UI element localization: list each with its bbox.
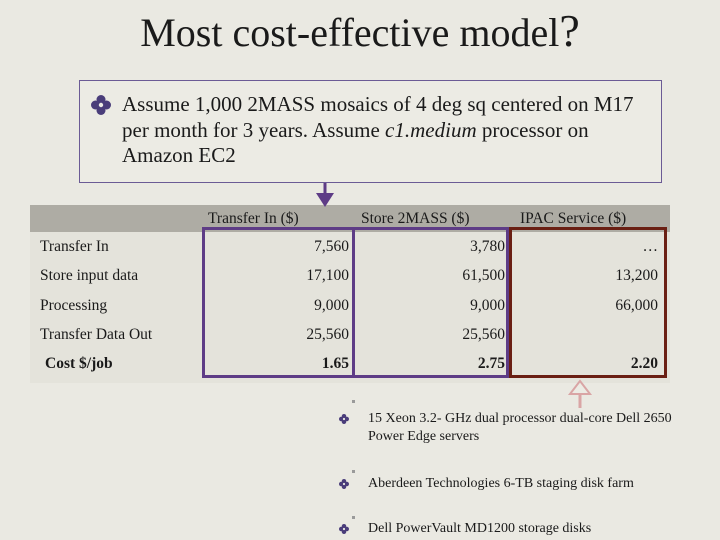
cell-cost-per-job-col3: 2.20 <box>630 355 658 372</box>
row-label-store-input: Store input data <box>40 267 139 284</box>
cell-cost-per-job-col2: 2.75 <box>477 355 505 372</box>
assumption-callout: Assume 1,000 2MASS mosaics of 4 deg sq c… <box>79 80 662 183</box>
header-transfer-in: Transfer In ($) <box>208 210 299 227</box>
down-arrow-icon <box>316 183 334 207</box>
diamond-bullet-icon <box>339 524 349 534</box>
title-text: Most cost-effective model <box>140 10 560 55</box>
assumption-text-start: Assume 1,000 2MASS mosaics of 4 deg sq c… <box>122 92 634 142</box>
cell-cost-per-job-col1: 1.65 <box>321 355 349 372</box>
cell-store-input-col2: 61,500 <box>462 267 505 284</box>
ipac-highlight-box <box>509 227 667 378</box>
up-arrow-icon <box>567 379 593 408</box>
separator-dot <box>352 400 355 403</box>
server-list-item-2: Aberdeen Technologies 6-TB staging disk … <box>368 476 634 491</box>
amazon-highlight-box <box>202 227 509 378</box>
header-store-2mass: Store 2MASS ($) <box>361 210 470 227</box>
diamond-bullet-icon <box>339 414 349 424</box>
cell-processing-col2: 9,000 <box>470 297 505 314</box>
assumption-processor: c1.medium <box>385 117 477 142</box>
cell-transfer-in-col2: 3,780 <box>470 238 505 255</box>
cell-processing-col1: 9,000 <box>314 297 349 314</box>
cell-processing-col3: 66,000 <box>615 297 658 314</box>
cell-transfer-out-col1: 25,560 <box>306 326 349 343</box>
row-label-cost-per-job: Cost $/job <box>45 355 113 372</box>
cell-transfer-in-col1: 7,560 <box>314 238 349 255</box>
cell-store-input-col3: 13,200 <box>615 267 658 284</box>
server-list-item-1: 15 Xeon 3.2- GHz dual processor dual-cor… <box>368 411 672 444</box>
separator-dot <box>352 470 355 473</box>
row-label-transfer-in: Transfer In <box>40 238 109 255</box>
server-list-item-3: Dell PowerVault MD1200 storage disks <box>368 521 592 536</box>
assumption-text: Assume 1,000 2MASS mosaics of 4 deg sq c… <box>122 92 652 169</box>
cell-store-input-col1: 17,100 <box>306 267 349 284</box>
title-question-mark: ? <box>559 5 580 56</box>
row-label-processing: Processing <box>40 297 108 314</box>
cell-transfer-in-col3: … <box>642 238 659 255</box>
diamond-bullet-icon <box>91 95 111 115</box>
header-ipac-service: IPAC Service ($) <box>520 210 627 227</box>
slide-title: Most cost-effective model? <box>0 6 720 58</box>
cell-transfer-out-col2: 25,560 <box>462 326 505 343</box>
separator-dot <box>352 516 355 519</box>
cost-table <box>30 205 670 383</box>
diamond-bullet-icon <box>339 479 349 489</box>
row-label-transfer-out: Transfer Data Out <box>40 326 153 343</box>
assumption-text-end: processor on Amazon EC2 <box>122 117 589 168</box>
